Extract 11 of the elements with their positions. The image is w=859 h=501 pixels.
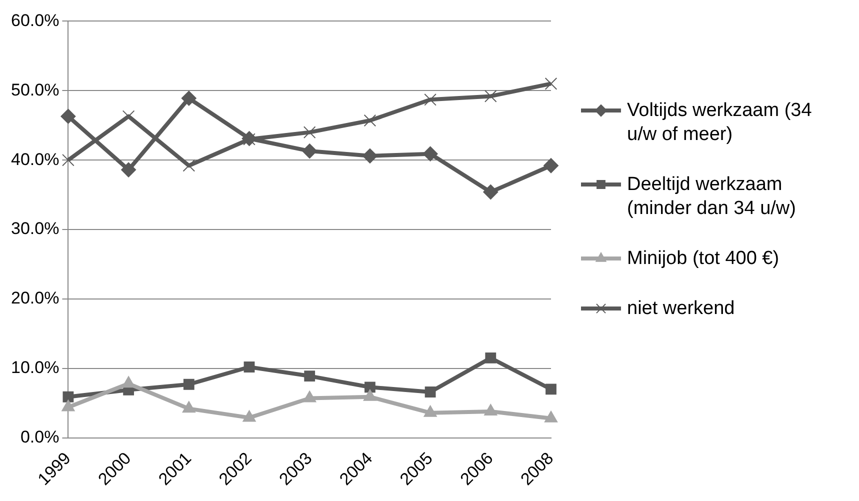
y-tick-label: 50.0% [11,80,60,100]
y-tick-label: 30.0% [11,219,60,238]
y-tick-label: 0.0% [20,428,60,447]
legend-label: niet werkend [627,298,735,319]
y-tick-label: 20.0% [11,288,60,308]
legend-label: Voltijds werkzaam (34 u/w of meer) [627,100,812,145]
legend-label: Minijob (tot 400 €) [627,248,780,269]
legend-label: Deeltijd werkzaam (minder dan 34 u/w) [627,174,796,219]
y-tick-label: 60.0% [11,10,60,30]
y-tick-label: 40.0% [11,150,60,169]
y-tick-label: 10.0% [11,358,60,378]
